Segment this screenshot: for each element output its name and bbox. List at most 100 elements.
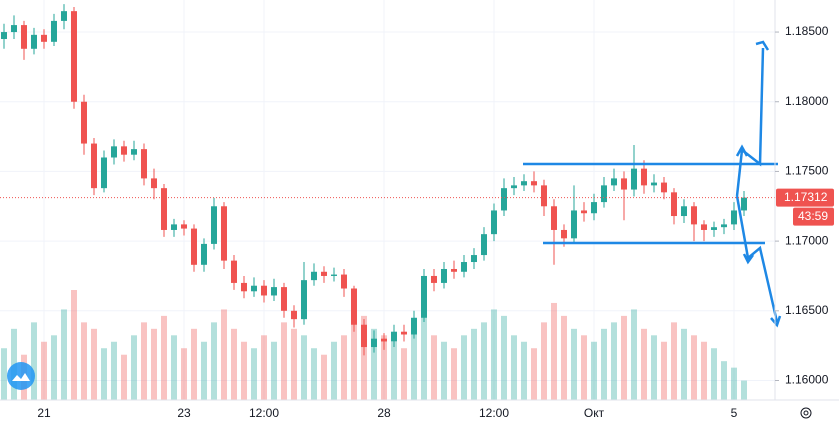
volume-bar — [721, 361, 727, 400]
volume-bar — [151, 328, 157, 400]
logo — [7, 362, 35, 390]
volume-bar — [91, 328, 97, 400]
x-tick-label: 12:00 — [249, 406, 279, 420]
volume-bar — [661, 341, 667, 400]
volume-bar — [631, 309, 637, 400]
y-tick-label: 1.17500 — [785, 164, 829, 178]
x-tick-label: Окт — [584, 406, 605, 420]
candle-body — [31, 34, 37, 49]
candle-body — [661, 182, 667, 193]
candle-body — [621, 178, 627, 190]
candle-body — [451, 268, 457, 272]
volume-bar — [351, 322, 357, 400]
candle-body — [741, 197, 747, 211]
candle-body — [41, 34, 47, 42]
volume-bar — [551, 302, 557, 400]
candle-body — [271, 287, 277, 296]
candle-body — [401, 331, 407, 335]
candle-body — [181, 224, 187, 229]
down-arrow-head — [770, 315, 782, 328]
y-tick-label: 1.17000 — [785, 233, 829, 247]
volume-bar — [531, 348, 537, 400]
volume-bar — [431, 335, 437, 400]
candle-body — [101, 157, 107, 189]
candle-body — [131, 149, 137, 155]
candle-body — [341, 274, 347, 289]
volume-bar — [191, 328, 197, 400]
volume-bar — [321, 354, 327, 400]
volume-bar — [741, 380, 747, 400]
candle-body — [151, 178, 157, 189]
y-tick-label: 1.18000 — [785, 94, 829, 108]
volume-bar — [51, 335, 57, 400]
candle-body — [201, 243, 207, 265]
candle-body — [281, 287, 287, 311]
y-tick-label: 1.18500 — [785, 24, 829, 38]
candle-body — [261, 285, 267, 296]
candle-body — [431, 275, 437, 283]
mid-arrow-head — [735, 144, 749, 157]
candle-body — [671, 192, 677, 217]
candle-body — [601, 185, 607, 203]
x-tick-label: 28 — [377, 406, 391, 420]
volume-bar — [521, 341, 527, 400]
volume-bar — [701, 341, 707, 400]
volume-bar — [461, 335, 467, 400]
volume-bar — [711, 348, 717, 400]
candle-body — [141, 149, 147, 179]
candle-body — [321, 271, 327, 276]
volume-bar — [511, 335, 517, 400]
volume-bar — [181, 348, 187, 400]
volume-bar — [591, 341, 597, 400]
y-tick-label: 1.16500 — [785, 303, 829, 317]
volume-bar — [341, 335, 347, 400]
candles — [1, 4, 747, 356]
volume-bar — [221, 309, 227, 400]
volume-bar — [101, 348, 107, 400]
candle-body — [541, 185, 547, 207]
candle-body — [361, 324, 367, 348]
drawings — [523, 40, 782, 328]
volume-bar — [71, 290, 77, 400]
volume-bar — [141, 322, 147, 400]
candle-body — [91, 143, 97, 189]
volume-bar — [201, 341, 207, 400]
volume-bar — [31, 322, 37, 400]
volume-bar — [681, 328, 687, 400]
candle-body — [161, 188, 167, 230]
up-arrow-head — [755, 40, 770, 51]
candle-body — [711, 227, 717, 230]
candle-body — [241, 282, 247, 292]
candle-body — [351, 288, 357, 325]
candle-body — [301, 280, 307, 320]
mid-arrow-head — [742, 253, 755, 265]
down-arrow — [735, 195, 779, 323]
price-tag — [776, 188, 834, 207]
volume-bar — [301, 335, 307, 400]
candle-body — [611, 178, 617, 186]
candle-body — [571, 210, 577, 239]
candle-body — [381, 338, 387, 342]
countdown-label: 43:59 — [798, 209, 828, 223]
y-tick-label: 1.16000 — [785, 373, 829, 387]
settings-button[interactable] — [800, 407, 812, 419]
volume-bar — [241, 341, 247, 400]
volume-bar — [601, 328, 607, 400]
candle-body — [491, 210, 497, 235]
candle-body — [691, 206, 697, 225]
volume-bar — [421, 315, 427, 400]
candle-body — [521, 181, 527, 186]
volume-bar — [121, 354, 127, 400]
candle-body — [641, 168, 647, 186]
candle-body — [51, 20, 57, 42]
volume-bar — [261, 335, 267, 400]
volume — [1, 290, 747, 400]
volume-bar — [541, 322, 547, 400]
candle-body — [591, 202, 597, 214]
candle-body — [61, 11, 67, 21]
up-arrow — [735, 47, 765, 197]
volume-bar — [161, 315, 167, 400]
volume-bar — [671, 322, 677, 400]
candle-body — [71, 11, 77, 102]
